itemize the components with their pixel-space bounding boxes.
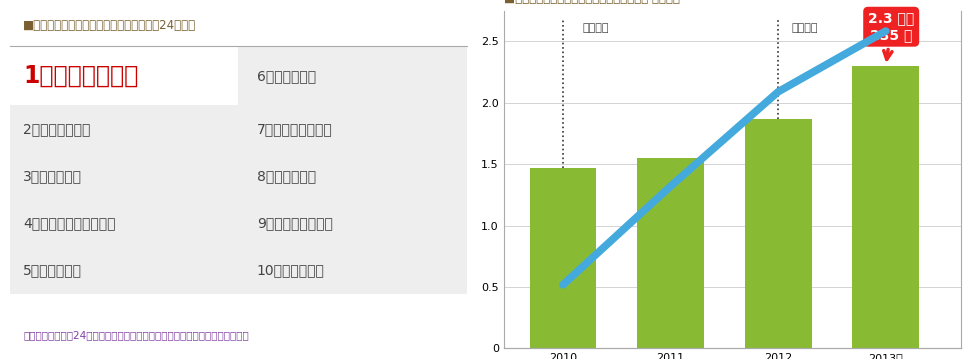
Text: 受入件数: 受入件数 bbox=[791, 23, 817, 33]
FancyBboxPatch shape bbox=[10, 247, 468, 294]
Bar bbox=[745, 119, 811, 348]
Bar bbox=[529, 168, 596, 348]
FancyBboxPatch shape bbox=[10, 153, 468, 200]
FancyBboxPatch shape bbox=[10, 105, 468, 153]
Text: 2位　早稲田大学: 2位 早稲田大学 bbox=[23, 122, 91, 136]
Text: 4位　東京女子医科大学: 4位 東京女子医科大学 bbox=[23, 216, 116, 230]
FancyBboxPatch shape bbox=[239, 46, 468, 105]
Text: 7位　慶應義塾大学: 7位 慶應義塾大学 bbox=[257, 122, 332, 136]
Text: 2.3 億円
235 件: 2.3 億円 235 件 bbox=[868, 11, 915, 59]
Text: 受入金額: 受入金額 bbox=[582, 23, 609, 33]
FancyBboxPatch shape bbox=[10, 200, 468, 247]
Text: 8位　東海大学: 8位 東海大学 bbox=[257, 169, 316, 183]
Bar bbox=[852, 66, 920, 348]
Text: 5位　日本大学: 5位 日本大学 bbox=[23, 264, 82, 278]
Text: 9位　東京工業大学: 9位 東京工業大学 bbox=[257, 216, 332, 230]
Text: 10位　昭和大学: 10位 昭和大学 bbox=[257, 264, 325, 278]
Text: 3位　近畿大学: 3位 近畿大学 bbox=[23, 169, 82, 183]
Text: 1位　立命館大学: 1位 立命館大学 bbox=[23, 64, 139, 88]
Text: ■民間企業からの受託研究実施件数（平成24年度）: ■民間企業からの受託研究実施件数（平成24年度） bbox=[23, 19, 196, 32]
FancyBboxPatch shape bbox=[10, 46, 239, 105]
Text: ■受託研究・共同研究・科学研究費助成事業 受入推移: ■受託研究・共同研究・科学研究費助成事業 受入推移 bbox=[503, 0, 680, 5]
Text: 文部科学省「平成24年度　大学等における産学連携等実施状況について」より: 文部科学省「平成24年度 大学等における産学連携等実施状況について」より bbox=[23, 330, 249, 340]
Text: 6位　東京大学: 6位 東京大学 bbox=[257, 69, 316, 83]
Bar bbox=[638, 158, 704, 348]
